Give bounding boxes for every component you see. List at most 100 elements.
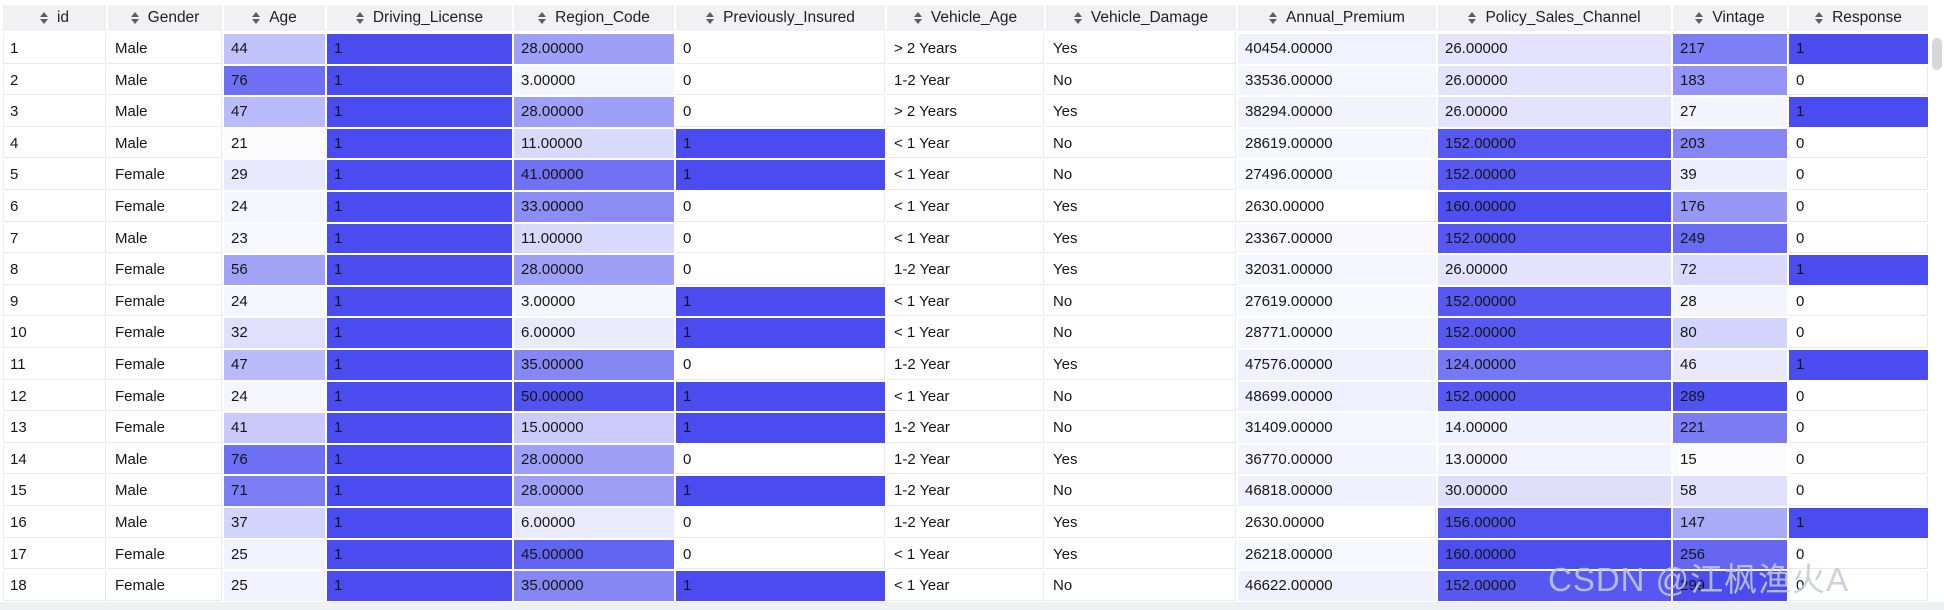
table-cell[interactable]: Female xyxy=(108,381,222,412)
table-cell[interactable]: 0 xyxy=(1789,413,1928,443)
table-cell[interactable]: No xyxy=(1046,160,1236,190)
table-cell[interactable]: 5 xyxy=(3,160,106,190)
table-cell[interactable]: 1 xyxy=(676,381,885,412)
table-cell[interactable]: Yes xyxy=(1046,255,1236,285)
table-cell[interactable]: Male xyxy=(108,34,222,64)
table-cell[interactable]: 1 xyxy=(327,413,512,443)
table-cell[interactable]: 0 xyxy=(1789,539,1928,570)
table-cell[interactable]: 1 xyxy=(1789,349,1928,380)
table-cell[interactable]: No xyxy=(1046,128,1236,159)
table-cell[interactable]: Female xyxy=(108,349,222,380)
table-cell[interactable]: 12 xyxy=(3,381,106,412)
table-cell[interactable]: No xyxy=(1046,381,1236,412)
table-cell[interactable]: 47 xyxy=(224,349,325,380)
table-cell[interactable]: 1-2 Year xyxy=(887,349,1044,380)
table-cell[interactable]: 35.00000 xyxy=(514,571,674,601)
table-cell[interactable]: 1 xyxy=(327,34,512,64)
table-cell[interactable]: < 1 Year xyxy=(887,191,1044,222)
table-cell[interactable]: 1 xyxy=(327,444,512,475)
table-cell[interactable]: 28 xyxy=(1673,286,1787,317)
table-cell[interactable]: 3.00000 xyxy=(514,65,674,96)
column-header-previously_insured[interactable]: Previously_Insured xyxy=(676,5,885,31)
table-cell[interactable]: 6.00000 xyxy=(514,507,674,538)
table-cell[interactable]: Male xyxy=(108,223,222,254)
table-cell[interactable]: 0 xyxy=(1789,160,1928,190)
table-cell[interactable]: 299 xyxy=(1673,571,1787,601)
sort-icon[interactable] xyxy=(1073,12,1082,24)
table-cell[interactable]: > 2 Years xyxy=(887,34,1044,64)
table-cell[interactable]: 26218.00000 xyxy=(1238,539,1436,570)
table-cell[interactable]: 152.00000 xyxy=(1438,381,1671,412)
table-cell[interactable]: 76 xyxy=(224,444,325,475)
table-cell[interactable]: < 1 Year xyxy=(887,571,1044,601)
sort-icon[interactable] xyxy=(39,12,48,24)
table-cell[interactable]: 28.00000 xyxy=(514,476,674,506)
table-cell[interactable]: 1 xyxy=(327,318,512,348)
table-cell[interactable]: 33536.00000 xyxy=(1238,65,1436,96)
table-cell[interactable]: 18 xyxy=(3,571,106,601)
table-cell[interactable]: 45.00000 xyxy=(514,539,674,570)
table-cell[interactable]: 28.00000 xyxy=(514,255,674,285)
table-cell[interactable]: 0 xyxy=(1789,318,1928,348)
sort-icon[interactable] xyxy=(130,12,139,24)
table-cell[interactable]: 50.00000 xyxy=(514,381,674,412)
table-cell[interactable]: Female xyxy=(108,160,222,190)
column-header-vehicle_damage[interactable]: Vehicle_Damage xyxy=(1046,5,1236,31)
table-cell[interactable]: 35.00000 xyxy=(514,349,674,380)
table-cell[interactable]: 152.00000 xyxy=(1438,160,1671,190)
table-cell[interactable]: 47 xyxy=(224,97,325,127)
table-cell[interactable]: 176 xyxy=(1673,191,1787,222)
table-cell[interactable]: 15.00000 xyxy=(514,413,674,443)
table-cell[interactable]: 13 xyxy=(3,413,106,443)
table-cell[interactable]: 46 xyxy=(1673,349,1787,380)
table-cell[interactable]: 0 xyxy=(676,507,885,538)
table-cell[interactable]: Female xyxy=(108,539,222,570)
table-cell[interactable]: 37 xyxy=(224,507,325,538)
column-header-vintage[interactable]: Vintage xyxy=(1673,5,1787,31)
table-cell[interactable]: Male xyxy=(108,97,222,127)
table-cell[interactable]: 16 xyxy=(3,507,106,538)
table-cell[interactable]: 25 xyxy=(224,571,325,601)
table-cell[interactable]: 27 xyxy=(1673,97,1787,127)
table-cell[interactable]: 72 xyxy=(1673,255,1787,285)
table-cell[interactable]: 203 xyxy=(1673,128,1787,159)
sort-icon[interactable] xyxy=(252,12,261,24)
table-cell[interactable]: 1 xyxy=(676,476,885,506)
table-cell[interactable]: 24 xyxy=(224,286,325,317)
table-cell[interactable]: 28771.00000 xyxy=(1238,318,1436,348)
table-cell[interactable]: Yes xyxy=(1046,349,1236,380)
table-cell[interactable]: < 1 Year xyxy=(887,318,1044,348)
table-cell[interactable]: 1-2 Year xyxy=(887,476,1044,506)
table-cell[interactable]: 1 xyxy=(676,318,885,348)
table-cell[interactable]: < 1 Year xyxy=(887,539,1044,570)
table-cell[interactable]: 1 xyxy=(327,97,512,127)
table-cell[interactable]: 1 xyxy=(1789,255,1928,285)
table-cell[interactable]: Male xyxy=(108,507,222,538)
table-cell[interactable]: 0 xyxy=(1789,571,1928,601)
table-cell[interactable]: 1 xyxy=(1789,34,1928,64)
table-cell[interactable]: 1 xyxy=(327,476,512,506)
table-cell[interactable]: 21 xyxy=(224,128,325,159)
column-header-policy_sales_channel[interactable]: Policy_Sales_Channel xyxy=(1438,5,1671,31)
table-cell[interactable]: < 1 Year xyxy=(887,223,1044,254)
table-cell[interactable]: 249 xyxy=(1673,223,1787,254)
table-cell[interactable]: Yes xyxy=(1046,223,1236,254)
table-cell[interactable]: 23367.00000 xyxy=(1238,223,1436,254)
table-cell[interactable]: 31409.00000 xyxy=(1238,413,1436,443)
table-cell[interactable]: 1 xyxy=(327,223,512,254)
sort-icon[interactable] xyxy=(706,12,715,24)
table-cell[interactable]: 40454.00000 xyxy=(1238,34,1436,64)
table-cell[interactable]: Female xyxy=(108,318,222,348)
table-cell[interactable]: 6.00000 xyxy=(514,318,674,348)
table-cell[interactable]: 1-2 Year xyxy=(887,255,1044,285)
table-cell[interactable]: 217 xyxy=(1673,34,1787,64)
table-cell[interactable]: 33.00000 xyxy=(514,191,674,222)
table-cell[interactable]: Yes xyxy=(1046,191,1236,222)
table-cell[interactable]: 28.00000 xyxy=(514,444,674,475)
table-cell[interactable]: 2 xyxy=(3,65,106,96)
scrollbar-thumb[interactable] xyxy=(1932,38,1942,70)
table-cell[interactable]: 15 xyxy=(1673,444,1787,475)
table-cell[interactable]: 0 xyxy=(676,444,885,475)
column-header-region_code[interactable]: Region_Code xyxy=(514,5,674,31)
table-cell[interactable]: 221 xyxy=(1673,413,1787,443)
